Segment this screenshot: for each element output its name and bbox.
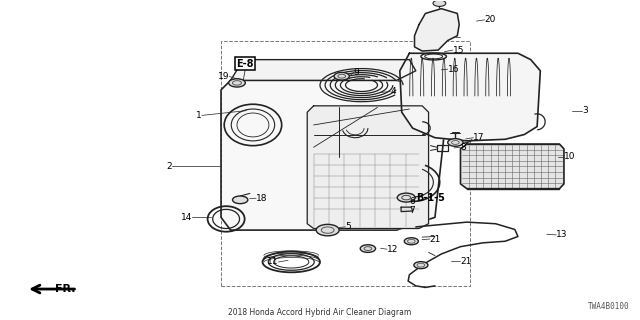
Text: 21: 21	[461, 257, 472, 266]
Polygon shape	[221, 80, 448, 230]
Polygon shape	[415, 9, 460, 51]
Text: TWA4B0100: TWA4B0100	[588, 302, 630, 311]
Text: 2: 2	[166, 162, 172, 171]
Text: B-1-5: B-1-5	[416, 193, 445, 203]
Text: 11: 11	[267, 258, 278, 267]
Polygon shape	[307, 106, 429, 228]
Circle shape	[433, 0, 446, 6]
Circle shape	[360, 245, 376, 252]
Text: 18: 18	[256, 194, 268, 203]
Bar	[221, 41, 470, 286]
Circle shape	[414, 262, 428, 269]
Text: 7: 7	[410, 206, 415, 215]
Text: 13: 13	[556, 230, 568, 239]
Text: 19: 19	[218, 72, 229, 81]
Text: 4: 4	[390, 87, 396, 96]
Text: E-8: E-8	[237, 59, 254, 69]
Text: 6: 6	[410, 197, 415, 206]
Circle shape	[397, 193, 415, 202]
Text: 8: 8	[461, 143, 467, 152]
Circle shape	[334, 72, 349, 80]
Circle shape	[228, 79, 245, 87]
Text: 12: 12	[387, 245, 399, 254]
Text: 5: 5	[346, 222, 351, 231]
Circle shape	[232, 196, 248, 204]
Text: 14: 14	[181, 213, 192, 222]
Text: 15: 15	[453, 45, 465, 55]
Text: 9: 9	[354, 68, 360, 77]
Circle shape	[448, 139, 463, 146]
Circle shape	[316, 224, 339, 236]
Polygon shape	[401, 207, 413, 212]
Text: 10: 10	[564, 152, 575, 161]
Text: 21: 21	[430, 235, 441, 244]
Text: 20: 20	[484, 15, 496, 24]
Polygon shape	[230, 60, 416, 80]
Polygon shape	[461, 144, 564, 189]
Circle shape	[404, 238, 419, 245]
Text: 2018 Honda Accord Hybrid Air Cleaner Diagram: 2018 Honda Accord Hybrid Air Cleaner Dia…	[228, 308, 412, 317]
Text: 17: 17	[473, 133, 484, 142]
Text: 1: 1	[196, 111, 202, 120]
Polygon shape	[400, 53, 540, 141]
Text: 3: 3	[582, 106, 588, 115]
Text: FR.: FR.	[55, 284, 76, 294]
Text: 16: 16	[448, 65, 460, 74]
